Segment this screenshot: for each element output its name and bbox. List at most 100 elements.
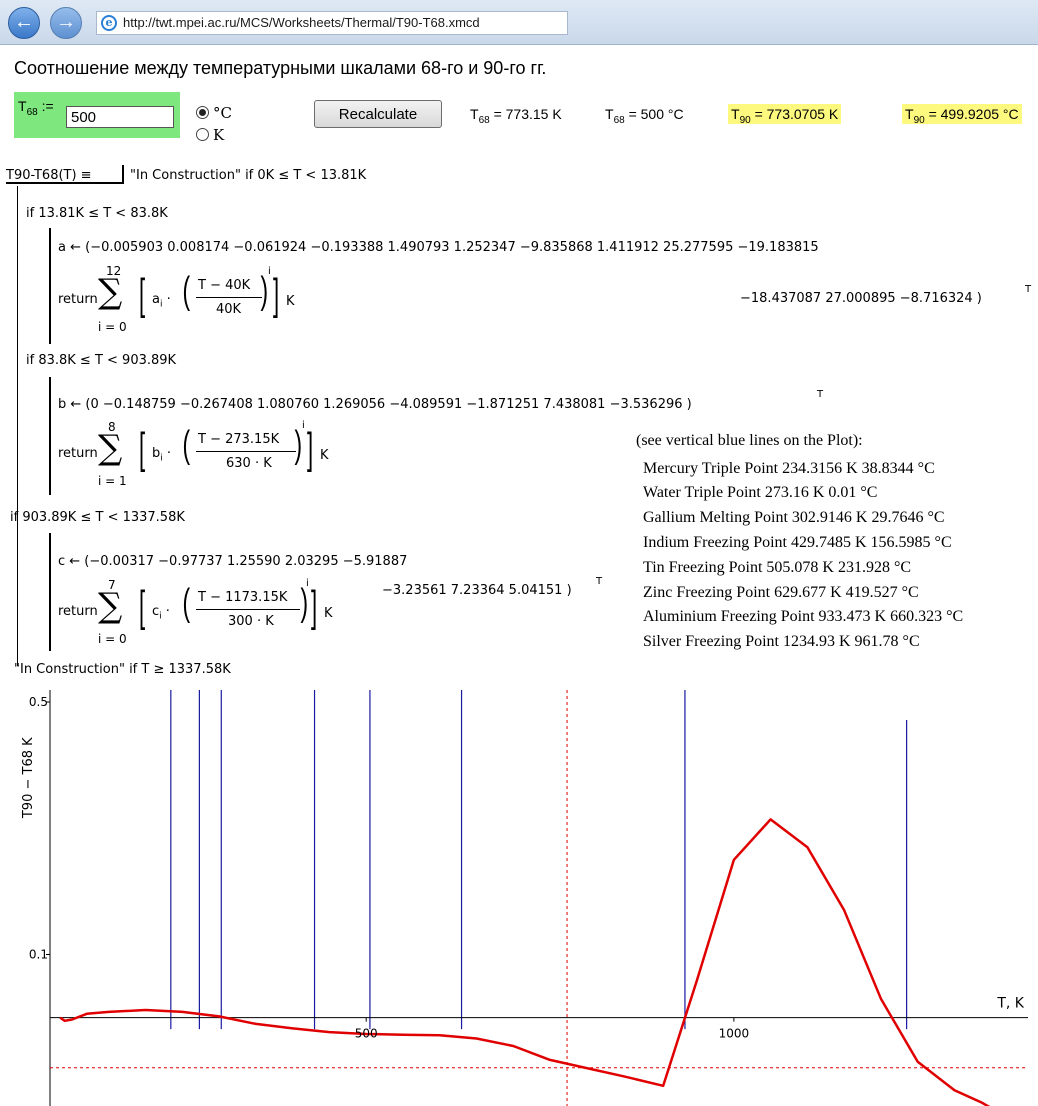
fixed-point-item: Indium Freezing Point 429.7485 K 156.598… [643, 534, 952, 551]
condition-3: if 903.89K ≤ T < 1337.58K [10, 510, 185, 525]
case-in-construction-low: "In Construction" if 0K ≤ T < 13.81K [130, 168, 367, 183]
fraction-denominator: 300 · K [228, 614, 274, 629]
browser-toolbar: ← → e http://twt.mpei.ac.ru/MCS/Workshee… [0, 0, 1038, 45]
fraction-numerator: T − 40K [198, 278, 251, 293]
fixed-point-item: Gallium Melting Point 302.9146 K 29.7646… [643, 509, 945, 526]
sum-lower-limit: i = 1 [98, 474, 127, 488]
sigma-icon: ∑ [98, 586, 123, 626]
exponent-i: i [302, 420, 305, 431]
bracket-left-icon: [ [139, 582, 146, 631]
x-tick-label: 1000 [719, 1027, 750, 1041]
sum-upper-limit: 7 [108, 578, 116, 592]
paren-left-icon: ( [182, 582, 191, 624]
fixed-point-item: Tin Freezing Point 505.078 K 231.928 °C [643, 559, 912, 576]
fixed-point-item: Water Triple Point 273.16 K 0.01 °C [643, 484, 878, 501]
paren-left-icon: ( [182, 270, 191, 312]
transpose-mark: T [1025, 284, 1032, 295]
fixed-points-header: (see vertical blue lines on the Plot): [636, 432, 863, 449]
coeff-b-line: b ← (0 −0.148759 −0.267408 1.080760 1.26… [58, 397, 692, 412]
program-outer-bar [17, 186, 18, 666]
y-tick-label: 0.5 [29, 695, 48, 709]
difference-curve [59, 818, 991, 1106]
bracket-right-icon: ] [311, 582, 318, 631]
coeff-symbol: ci · [152, 604, 170, 622]
unit-k: K [286, 294, 295, 309]
forward-arrow-icon[interactable]: → [50, 7, 82, 39]
recalculate-button[interactable]: Recalculate [314, 100, 442, 128]
return-label: return [58, 446, 98, 461]
paren-right-icon: ) [260, 270, 269, 312]
program-underline [6, 182, 124, 184]
coeff-symbol: bi · [152, 446, 172, 464]
back-arrow-icon[interactable]: ← [8, 7, 40, 39]
t68-kelvin-result: T68 = 773.15 K [470, 106, 562, 126]
fixed-point-item: Aluminium Freezing Point 933.473 K 660.3… [643, 608, 964, 625]
t68-celsius-result: T68 = 500 °C [605, 106, 684, 126]
x-tick-label: 500 [355, 1027, 378, 1041]
radio-selected-icon [196, 106, 209, 119]
return-label: return [58, 292, 98, 307]
address-bar[interactable]: e http://twt.mpei.ac.ru/MCS/Worksheets/T… [96, 11, 568, 35]
t90-celsius-result: T90 = 499.9205 °C [902, 104, 1022, 126]
condition-1: if 13.81K ≤ T < 83.8K [26, 206, 168, 221]
paren-right-icon: ) [294, 424, 303, 466]
unit-radio-label: K [213, 126, 225, 144]
fixed-point-item: Silver Freezing Point 1234.93 K 961.78 °… [643, 633, 920, 650]
unit-k: K [324, 606, 333, 621]
program-bar [122, 165, 124, 183]
exponent-i: i [306, 578, 309, 589]
radio-unselected-icon [196, 128, 209, 141]
y-axis-label: T90 − T68 K [21, 737, 36, 819]
paren-right-icon: ) [300, 582, 309, 624]
case-in-construction-high: "In Construction" if T ≥ 1337.58K [14, 662, 231, 677]
block-bar-1 [49, 228, 51, 344]
fixed-point-item: Zinc Freezing Point 629.677 K 419.527 °C [643, 584, 919, 601]
unit-radio-kelvin[interactable]: K [196, 126, 224, 144]
fraction-numerator: T − 273.15K [198, 432, 280, 447]
t90-t68-plot: 0.5 0.1 500 1000 T, K T90 − T68 K [21, 690, 1028, 1106]
t68-label: T68 := [18, 98, 54, 118]
unit-radio-celsius[interactable]: °C [196, 104, 232, 122]
bracket-left-icon: [ [139, 424, 146, 473]
fraction-line [196, 451, 296, 452]
fixed-point-item: Mercury Triple Point 234.3156 K 38.8344 … [643, 460, 935, 477]
ie-icon: e [101, 15, 117, 31]
bracket-right-icon: ] [307, 424, 314, 473]
function-definition: T90-T68(T) ≡ [6, 168, 92, 183]
fraction-line [196, 297, 262, 298]
sum-upper-limit: 12 [106, 264, 122, 278]
t68-input-region: T68 := [14, 92, 180, 138]
x-axis-label: T, K [996, 996, 1024, 1012]
sum-upper-limit: 8 [108, 420, 116, 434]
coeff-c-line2: −3.23561 7.23364 5.04151 ) [382, 583, 572, 598]
condition-2: if 83.8K ≤ T < 903.89K [26, 353, 177, 368]
paren-left-icon: ( [182, 424, 191, 466]
sum-lower-limit: i = 0 [98, 320, 127, 334]
coeff-c-line1: c ← (−0.00317 −0.97737 1.25590 2.03295 −… [58, 554, 408, 569]
fraction-denominator: 40K [216, 302, 242, 317]
fraction-numerator: T − 1173.15K [198, 590, 288, 605]
bracket-right-icon: ] [273, 270, 280, 319]
block-bar-3 [49, 533, 51, 651]
transpose-mark: T [817, 389, 824, 400]
t68-value-input[interactable] [66, 106, 174, 128]
return-label: return [58, 604, 98, 619]
sigma-icon: ∑ [98, 272, 123, 312]
coeff-a-line2: −18.437087 27.000895 −8.716324 ) [740, 291, 982, 306]
transpose-mark: T [596, 576, 603, 587]
unit-k: K [320, 448, 329, 463]
unit-radio-label: °C [213, 104, 232, 122]
block-bar-2 [49, 377, 51, 495]
sum-lower-limit: i = 0 [98, 632, 127, 646]
fraction-denominator: 630 · K [226, 456, 272, 471]
bracket-left-icon: [ [139, 270, 146, 319]
exponent-i: i [268, 266, 271, 277]
coeff-symbol: ai · [152, 292, 171, 310]
url-text: http://twt.mpei.ac.ru/MCS/Worksheets/The… [123, 15, 480, 30]
fraction-line [196, 609, 300, 610]
sigma-icon: ∑ [98, 428, 123, 468]
y-tick-label: 0.1 [29, 948, 48, 962]
t90-kelvin-result: T90 = 773.0705 K [728, 104, 842, 126]
page-title: Соотношение между температурными шкалами… [14, 58, 547, 78]
coeff-a-line1: a ← (−0.005903 0.008174 −0.061924 −0.193… [58, 240, 819, 255]
